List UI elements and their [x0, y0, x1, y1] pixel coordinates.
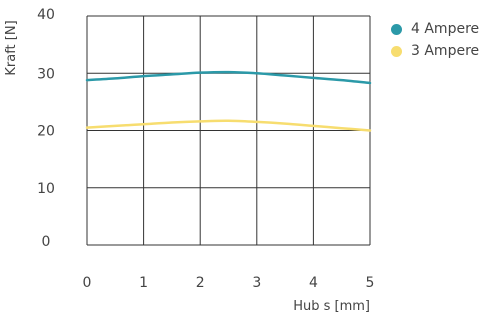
x-tick-label: 3 — [252, 275, 261, 291]
legend-marker-3-ampere — [391, 46, 402, 57]
y-tick-label: 0 — [42, 234, 51, 250]
legend-item-4-ampere: 4 Ampere — [391, 18, 479, 40]
y-tick-label: 30 — [37, 66, 55, 82]
series-line-3-ampere — [87, 121, 370, 131]
x-tick-label: 1 — [139, 275, 148, 291]
y-tick-label: 20 — [37, 124, 55, 140]
x-tick-label: 2 — [196, 275, 205, 291]
y-axis-label: Kraft [N] — [4, 20, 19, 75]
x-axis-label: Hub s [mm] — [293, 299, 370, 314]
x-tick-labels: 0 1 2 3 4 5 — [83, 275, 375, 291]
legend-marker-4-ampere — [391, 24, 402, 35]
legend-label-3-ampere: 3 Ampere — [411, 43, 479, 59]
legend: 4 Ampere 3 Ampere — [391, 18, 479, 62]
legend-item-3-ampere: 3 Ampere — [391, 40, 479, 62]
x-tick-label: 4 — [309, 275, 318, 291]
y-tick-label: 10 — [37, 181, 55, 197]
grid — [87, 16, 370, 245]
y-tick-label: 40 — [37, 7, 55, 23]
series-lines — [87, 72, 370, 130]
x-tick-label: 5 — [366, 275, 375, 291]
legend-label-4-ampere: 4 Ampere — [411, 21, 479, 37]
y-tick-labels: 0 10 20 30 40 — [37, 7, 55, 250]
x-tick-label: 0 — [83, 275, 92, 291]
